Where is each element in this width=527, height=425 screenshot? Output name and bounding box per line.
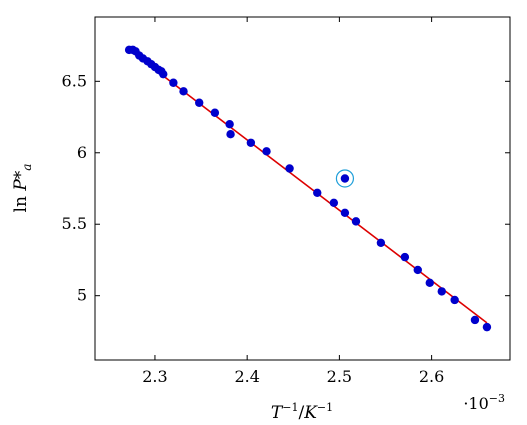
data-points (124, 45, 492, 332)
y-tick-label: 6 (77, 143, 87, 162)
outlier-ring (335, 169, 355, 188)
data-point (470, 315, 480, 325)
x-tick-label: 2.4 (234, 367, 259, 386)
data-point (400, 252, 410, 262)
axis-ticks (95, 17, 510, 360)
y-tick-label: 5.5 (62, 214, 87, 233)
tick-labels: 2.3 2.4 2.5 2.6 5 5.5 6 6.5 (62, 71, 445, 386)
data-point (413, 265, 422, 275)
data-point (169, 78, 178, 87)
x-tick-label: 2.3 (142, 367, 167, 386)
x-axis-label: T−1/K−1 (271, 401, 333, 423)
y-axis-label: ln P*a (11, 164, 34, 213)
x-scale-label: ·10−3 (463, 392, 505, 413)
x-tick-label: 2.6 (419, 367, 444, 386)
data-point (262, 147, 271, 156)
data-point (225, 119, 234, 129)
y-tick-label: 6.5 (62, 71, 87, 90)
data-point (285, 164, 294, 173)
data-point (159, 69, 168, 79)
data-point (226, 129, 235, 139)
x-tick-label: 2.5 (327, 367, 352, 386)
data-point (482, 322, 492, 332)
data-point (351, 217, 361, 226)
data-point (195, 98, 204, 107)
data-point (179, 87, 188, 96)
data-point (450, 295, 459, 305)
data-point (210, 108, 220, 117)
plot-frame (94, 16, 511, 361)
data-point (329, 198, 339, 207)
data-point (246, 138, 256, 147)
data-point (376, 238, 386, 248)
data-point (313, 188, 322, 197)
data-point (425, 278, 434, 288)
outlier-point (340, 174, 350, 183)
y-tick-label: 5 (77, 286, 87, 305)
fit-line (128, 49, 488, 324)
data-point (437, 287, 446, 296)
data-point (340, 208, 350, 217)
